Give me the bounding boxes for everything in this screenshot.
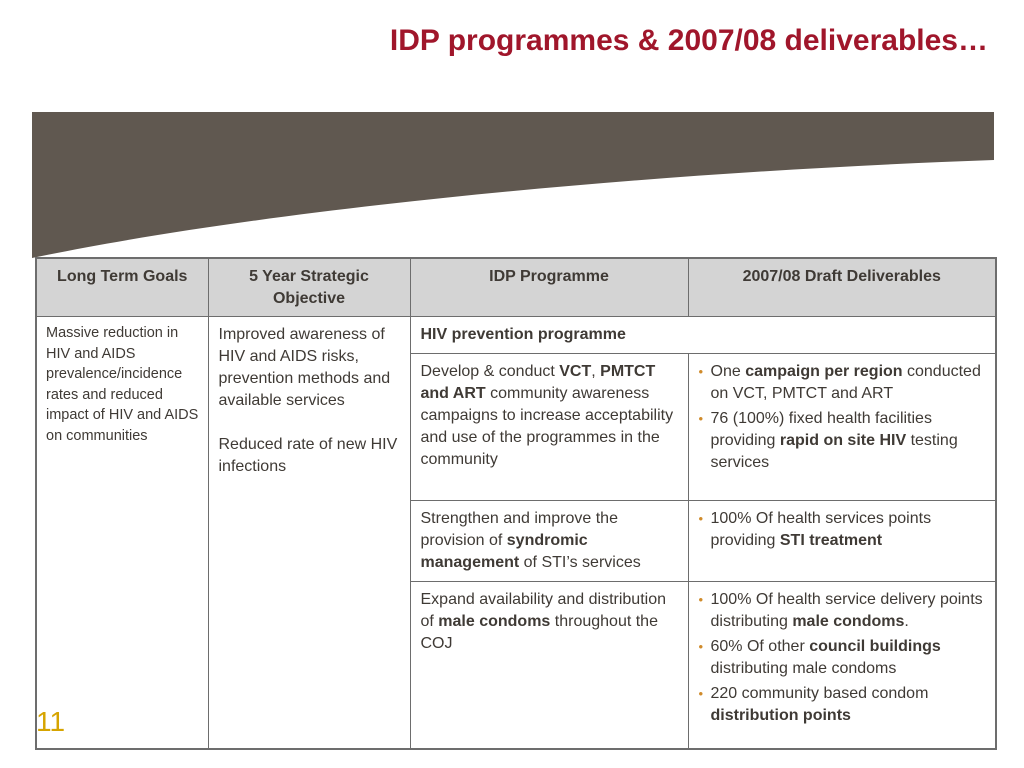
slide-title: IDP programmes & 2007/08 deliverables… [389,24,988,57]
long-term-goal-text: Massive reduction in HIV and AIDS preval… [46,325,199,444]
objective-awareness: Improved awareness of HIV and AIDS risks… [218,326,391,409]
page-number: 11 [36,706,66,737]
text-run: community awareness campaigns to increas… [420,385,674,468]
text-run: 100% Of health service delivery points d… [710,591,983,630]
bold-run: male condoms [792,613,905,630]
bold-run: rapid on site HIV [779,432,907,449]
deliverables-list: • 100% Of health services points providin… [699,508,986,552]
text-run: Develop & conduct [420,363,560,380]
bullet-icon: • [698,411,704,426]
deliverables-list: • One campaign per region conducted on VC… [699,361,986,474]
table-header-row: Long Term Goals 5 Year Strategic Objecti… [35,257,997,317]
text-run: Strengthen and improve the provision of [420,510,618,549]
programme-title-cell: HIV prevention programme [409,316,997,354]
table-row: Massive reduction in HIV and AIDS preval… [35,316,997,750]
bullet-icon: • [698,592,704,607]
text-run: distributing male condoms [710,660,897,677]
text-run: 76 (100%) fixed health facilities provid… [710,410,932,449]
deliverables-list: • 100% Of health service delivery points … [699,589,986,727]
text-run: One [710,363,746,380]
programme-title: HIV prevention programme [420,326,626,343]
bold-run: distribution points [710,707,851,724]
long-term-goal-cell: Massive reduction in HIV and AIDS preval… [35,316,209,750]
objective-reduced-infections: Reduced rate of new HIV infections [218,436,398,475]
text-run: 60% Of other [710,638,810,655]
bold-run: council buildings [809,638,941,655]
table-row: Expand availability and distribution of … [36,581,997,750]
list-item: • 76 (100%) fixed health facilities provi… [699,408,986,474]
bullet-icon: • [698,364,704,379]
text-run: 220 community based condom [710,685,929,702]
strategic-objective-cell: Improved awareness of HIV and AIDS risks… [207,316,411,750]
bullet-icon: • [698,511,704,526]
bold-run: PMTCT and ART [420,363,656,402]
text-run: 100% Of health services points providing [710,510,932,549]
list-item: • 60% Of other council buildings distribu… [699,636,986,680]
programme-cell-sti: Strengthen and improve the provision of … [409,500,689,582]
text-run: , [591,363,601,380]
text-run: testing services [710,432,958,471]
bullet-icon: • [698,686,704,701]
programme-cell-condoms: Expand availability and distribution of … [409,581,689,750]
bold-run: VCT [559,363,592,380]
text-run: . [904,613,909,630]
header-draft-deliverables: 2007/08 Draft Deliverables [687,257,997,317]
deliverables-table: Long Term Goals 5 Year Strategic Objecti… [35,257,997,750]
deliverables-cell-condoms: • 100% Of health service delivery points … [687,581,997,750]
text-run: Expand availability and distribution of [420,591,666,630]
decorative-banner [32,112,994,258]
bold-run: syndromic management [420,532,588,571]
header-idp-programme: IDP Programme [409,257,689,317]
header-long-term-goals: Long Term Goals [35,257,209,317]
table-row: Develop & conduct VCT, PMTCT and ART com… [36,353,997,501]
bold-run: male condoms [438,613,551,630]
header-strategic-objective: 5 Year Strategic Objective [207,257,411,317]
list-item: • 100% Of health services points providin… [699,508,986,552]
list-item: • 220 community based condom distribution… [699,683,986,727]
bold-run: campaign per region [745,363,903,380]
table-row: Strengthen and improve the provision of … [36,500,997,582]
programme-cell-vct: Develop & conduct VCT, PMTCT and ART com… [409,353,689,501]
text-run: throughout the COJ [420,613,658,652]
deliverables-cell-sti: • 100% Of health services points providin… [687,500,997,582]
list-item: • One campaign per region conducted on VC… [699,361,986,405]
bold-run: STI treatment [779,532,883,549]
list-item: • 100% Of health service delivery points … [699,589,986,633]
bullet-icon: • [698,639,704,654]
text-run: conducted on VCT, PMTCT and ART [710,363,981,402]
text-run: of STI’s services [519,554,641,571]
deliverables-cell-vct: • One campaign per region conducted on VC… [687,353,997,501]
